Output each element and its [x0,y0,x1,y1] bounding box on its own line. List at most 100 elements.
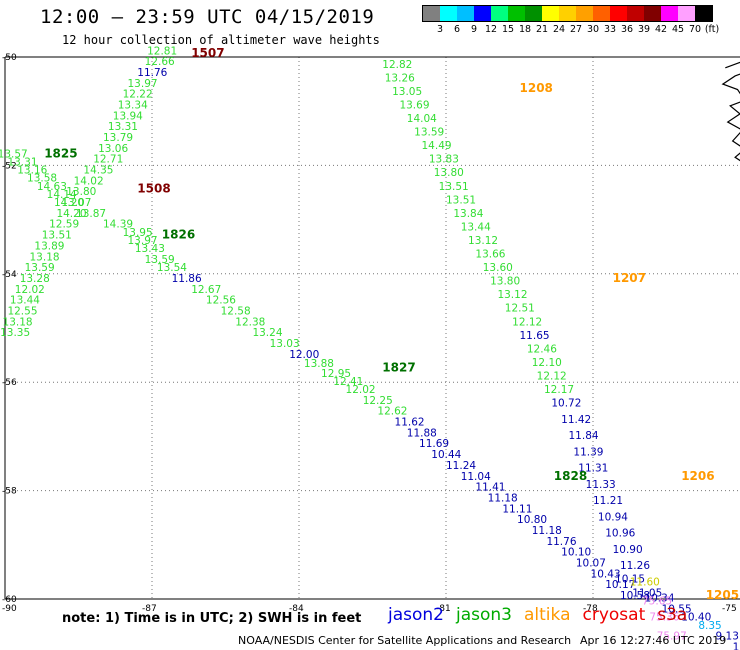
wave-height-label: 9.13 [716,631,739,643]
wave-height-label: 11.69 [419,438,449,450]
wave-height-label: 11.18 [532,525,562,537]
wave-height-label: 13.28 [20,273,50,285]
legend-tick-label: 15 [501,24,515,35]
wave-height-label: 11.04 [461,471,491,483]
wave-height-label: 11.18 [488,492,518,504]
wave-height-label: 10.17 [605,579,635,591]
latitude-tick-label: -52 [2,161,17,171]
wave-height-label: 13.69 [399,99,429,111]
satellite-legend-jason3: jason3 [456,605,512,625]
legend-tick-label: 30 [586,24,600,35]
wave-height-label: 13.12 [497,289,527,301]
wave-height-label: 12.82 [382,59,412,71]
wave-height-label: 13.44 [461,221,491,233]
wave-height-label: 13.51 [446,194,476,206]
wave-height-label: 13.83 [429,154,459,166]
longitude-tick-label: -90 [2,604,17,614]
wave-height-label: 12.58 [221,305,251,317]
wave-height-label: 13.34 [118,99,148,111]
legend-swatch [593,6,610,21]
legend-swatch [559,6,576,21]
wave-height-label: 13.87 [76,208,106,220]
wave-height-label: 12.38 [235,316,265,328]
color-scale-bar [422,5,713,22]
legend-swatch [644,6,661,21]
legend-tick-label: 9 [470,24,478,35]
wave-height-label: 13.79 [103,132,133,144]
wave-height-label: 13.57 [0,148,28,160]
legend-swatch [491,6,508,21]
legend-swatch [627,6,644,21]
wave-height-label: 12.12 [512,316,542,328]
wave-height-label: 11.76 [137,67,167,79]
legend-tick-label: 18 [518,24,532,35]
wave-height-label: 13.88 [304,358,334,370]
pass-id-label: 1827 [382,360,415,374]
wave-height-label: 13.66 [475,249,505,261]
wave-height-label: 11.24 [446,460,476,472]
footnote: note: 1) Time is in UTC; 2) SWH is in fe… [62,611,362,626]
wave-height-label: 11.84 [569,430,599,442]
wave-height-label: 10.40 [681,612,711,624]
legend-swatch [542,6,559,21]
pass-id-label: 1208 [520,81,553,95]
legend-swatch [576,6,593,21]
wave-height-label: 11.65 [520,330,550,342]
wave-height-label: 13.97 [128,78,158,90]
wave-height-label: 12.02 [346,384,376,396]
legend-tick-label: 36 [620,24,634,35]
wave-height-label: 14.02 [74,175,104,187]
legend-tick-label: 33 [603,24,617,35]
legend-swatch [423,6,440,21]
wave-height-label: 10.94 [598,511,628,523]
pass-id-label: 1205 [706,588,739,602]
wave-height-label: 13.07 [61,197,91,209]
wave-height-label: 13.80 [66,186,96,198]
wave-height-label: 11.11 [502,503,532,515]
wave-height-label: 10.80 [517,514,547,526]
wave-height-label: 11.21 [593,495,623,507]
wave-height-label: 10.96 [605,528,635,540]
wave-height-label: 10.55 [662,604,692,616]
legend-swatch [695,6,712,21]
wave-height-label: 11.33 [586,479,616,491]
wave-height-label: 75.65 [642,595,672,607]
latitude-tick-label: -60 [2,595,17,605]
pass-id-label: 1206 [681,469,714,483]
satellite-legend: jason2 jason3 altika cryosat s3a [388,605,699,625]
wave-height-label: 10.34 [644,593,674,605]
wave-height-label: 11.42 [561,414,591,426]
wave-height-label: 12.55 [7,305,37,317]
wave-height-label: 12.81 [147,45,177,57]
wave-height-label: 11.76 [546,536,576,548]
wave-height-label: 13.05 [392,86,422,98]
wave-height-label: 13.24 [252,327,282,339]
satellite-legend-jason2: jason2 [388,605,444,625]
wave-height-label: 13.97 [128,235,158,247]
legend-swatch [610,6,627,21]
wave-height-label: 12.12 [537,370,567,382]
wave-height-label: 75.36 [649,612,679,624]
wave-height-label: 13.94 [113,110,143,122]
wave-height-label: 75.97 [657,631,687,643]
wave-height-label: 12.56 [206,295,236,307]
wave-height-label: 12.95 [321,368,351,380]
wave-height-label: 13.80 [434,167,464,179]
wave-height-label: 11.26 [620,560,650,572]
satellite-legend-cryosat: cryosat [582,605,646,625]
wave-height-label: 14.35 [83,165,113,177]
wave-height-label: 12.10 [532,357,562,369]
wave-height-label: 13.84 [453,208,483,220]
wave-height-label: 12.71 [93,154,123,166]
satellite-legend-s3a: s3a [657,605,688,625]
legend-tick-label: 39 [637,24,651,35]
satellite-legend-altika: altika [524,605,571,625]
legend-swatch [678,6,695,21]
legend-swatch [661,6,678,21]
legend-tick-label: 21 [535,24,549,35]
latitude-tick-label: -54 [2,270,17,280]
wave-height-label: 13.59 [145,254,175,266]
pass-id-label: 1828 [554,469,587,483]
pass-id-label: 1507 [191,46,224,60]
